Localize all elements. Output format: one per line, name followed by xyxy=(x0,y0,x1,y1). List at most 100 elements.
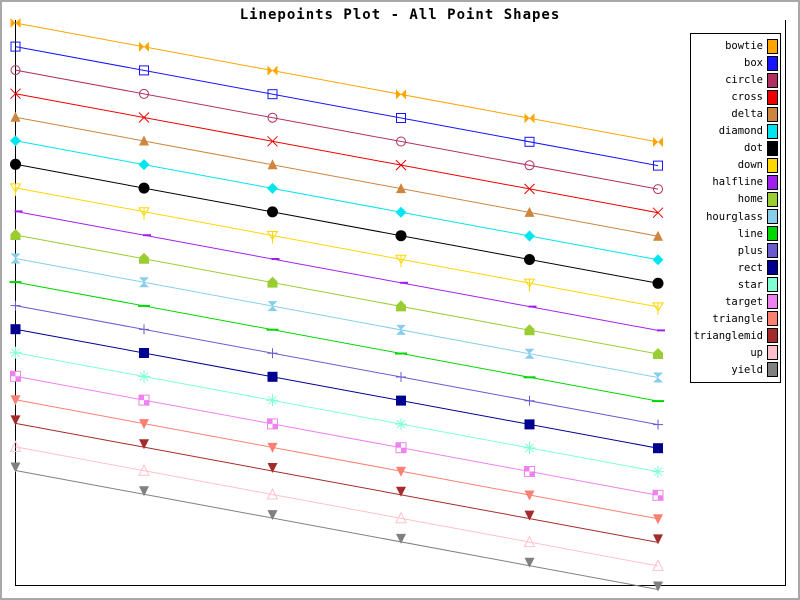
marker-up xyxy=(652,559,664,571)
marker-box xyxy=(653,160,663,171)
series-box xyxy=(10,41,663,171)
legend-item-delta: delta xyxy=(691,106,780,122)
legend-label: target xyxy=(725,295,763,308)
legend-label: home xyxy=(737,193,763,206)
series-delta xyxy=(10,111,663,241)
legend-swatch xyxy=(767,294,778,310)
marker-down xyxy=(138,207,150,220)
marker-bowtie xyxy=(653,137,663,147)
marker-yield xyxy=(396,533,406,544)
marker-plus xyxy=(267,348,278,359)
marker-hourglass xyxy=(524,348,535,359)
legend-swatch xyxy=(767,362,778,378)
marker-hourglass xyxy=(653,372,663,383)
marker-plus xyxy=(653,419,663,430)
marker-dot xyxy=(10,158,21,170)
legend-label: cross xyxy=(731,91,763,104)
series-cross xyxy=(10,88,664,219)
marker-dot xyxy=(138,182,150,194)
legend-label: diamond xyxy=(718,125,763,138)
marker-yield xyxy=(653,581,663,592)
series-line-delta xyxy=(15,116,659,237)
marker-diamond xyxy=(395,206,407,218)
series-line-triangle xyxy=(15,399,659,520)
marker-up xyxy=(266,487,279,500)
marker-cross xyxy=(138,112,150,123)
marker-rect xyxy=(267,371,278,382)
marker-yield xyxy=(267,510,278,521)
marker-box xyxy=(139,65,149,76)
legend-label: box xyxy=(744,57,763,70)
marker-dot xyxy=(524,254,535,265)
marker-dot xyxy=(267,206,278,218)
legend-swatch xyxy=(767,106,778,122)
legend-item-star: star xyxy=(691,277,780,293)
marker-dot xyxy=(395,230,407,242)
marker-up xyxy=(138,464,150,476)
marker-triangle xyxy=(139,419,149,430)
series-line-cross xyxy=(15,93,659,214)
series-line-target xyxy=(15,375,659,496)
series-line-circle xyxy=(15,69,659,190)
legend-label: yield xyxy=(731,363,763,376)
legend-item-rect: rect xyxy=(691,260,780,276)
legend-label: plus xyxy=(737,244,763,257)
series-line-star xyxy=(15,352,659,473)
series-bowtie xyxy=(10,18,663,147)
series-line-dot xyxy=(15,163,659,284)
marker-delta xyxy=(267,159,278,170)
marker-bowtie xyxy=(10,18,21,28)
legend-box: bowtie box circle cross delta diamond dot down h… xyxy=(690,33,781,383)
legend-label: circle xyxy=(725,74,763,87)
series-target xyxy=(10,370,664,501)
marker-home xyxy=(267,276,278,288)
marker-box xyxy=(10,41,21,52)
marker-hourglass xyxy=(139,277,149,288)
marker-delta xyxy=(524,206,535,217)
legend-swatch xyxy=(767,157,778,173)
marker-triangle xyxy=(524,490,535,501)
marker-target xyxy=(138,394,150,406)
marker-triangle xyxy=(396,466,406,477)
legend-label: line xyxy=(737,227,763,240)
marker-box xyxy=(524,136,535,147)
legend-swatch xyxy=(767,277,778,293)
marker-diamond xyxy=(267,182,278,194)
marker-bowtie xyxy=(524,113,535,124)
legend-swatch xyxy=(767,140,778,156)
legend-label: triangle xyxy=(712,312,763,325)
marker-trianglemid xyxy=(653,534,663,545)
series-line-bowtie xyxy=(15,22,659,143)
marker-triangle xyxy=(10,395,21,406)
marker-star xyxy=(9,346,22,359)
marker-down xyxy=(652,302,664,315)
marker-hourglass xyxy=(10,253,21,264)
legend-item-dot: dot xyxy=(691,140,780,156)
marker-delta xyxy=(10,111,21,122)
legend-swatch xyxy=(767,311,778,327)
marker-delta xyxy=(653,230,663,241)
marker-diamond xyxy=(524,230,535,242)
marker-trianglemid xyxy=(267,463,278,473)
series-line-yield xyxy=(15,470,659,590)
marker-diamond xyxy=(652,254,664,266)
marker-dot xyxy=(652,277,664,289)
legend-item-yield: yield xyxy=(691,362,780,378)
marker-down xyxy=(395,254,407,268)
marker-cross xyxy=(652,207,664,219)
marker-star xyxy=(652,465,664,478)
legend-item-bowtie: bowtie xyxy=(691,38,780,54)
marker-plus xyxy=(139,324,149,335)
legend-item-plus: plus xyxy=(691,243,780,259)
marker-down xyxy=(9,183,22,196)
marker-yield xyxy=(10,462,21,473)
series-line-hourglass xyxy=(15,258,659,378)
marker-plus xyxy=(396,372,406,382)
legend-label: trianglemid xyxy=(693,329,763,342)
marker-trianglemid xyxy=(396,486,406,497)
series-star xyxy=(9,346,664,478)
series-diamond xyxy=(10,135,664,266)
marker-target xyxy=(524,466,535,477)
